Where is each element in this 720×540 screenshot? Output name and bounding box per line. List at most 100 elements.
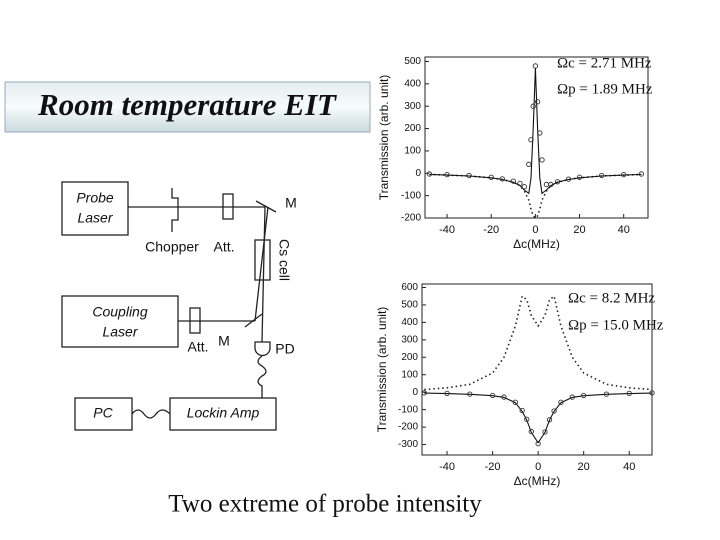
- data-point: [532, 63, 539, 69]
- coupling-beam: [254, 206, 269, 322]
- x-tick-label: 20: [573, 224, 585, 236]
- data-point: [530, 103, 536, 109]
- y-tick-label: 500: [401, 300, 418, 311]
- x-tick-label: 20: [578, 461, 590, 473]
- y-tick-label: -200: [401, 213, 421, 224]
- data-point: [598, 172, 605, 179]
- data-point: [638, 171, 645, 177]
- data-point: [535, 441, 541, 447]
- annotation: Ωc = 2.71 MHz: [557, 55, 652, 71]
- data-point: [519, 407, 525, 414]
- y-tick-label: 300: [404, 101, 421, 112]
- x-tick-label: 0: [535, 461, 541, 473]
- annotation: Ωp = 15.0 MHz: [568, 317, 664, 333]
- coupling-laser-label: Coupling: [92, 304, 147, 320]
- y-tick-label: 0: [412, 387, 418, 398]
- data-point: [526, 161, 532, 167]
- lockin-label: Lockin Amp: [187, 405, 260, 421]
- data-point: [558, 399, 564, 405]
- fit-curve: [424, 392, 653, 444]
- annotation: Ωp = 1.89 MHz: [557, 81, 653, 97]
- x-axis-label: Δc(MHz): [514, 474, 561, 488]
- data-point: [489, 392, 496, 399]
- data-point: [528, 428, 534, 435]
- y-tick-label: 0: [415, 168, 421, 179]
- data-point: [517, 180, 523, 186]
- data-point: [621, 171, 627, 178]
- data-point: [569, 394, 575, 400]
- data-point: [521, 184, 528, 190]
- att-label: Att.: [213, 239, 234, 255]
- x-tick-label: 0: [532, 224, 538, 236]
- data-point: [537, 130, 543, 136]
- data-point: [488, 174, 494, 180]
- data-point: [539, 157, 545, 163]
- caption: Two extreme of probe intensity: [168, 491, 482, 518]
- mirror: [255, 200, 277, 213]
- data-point: [524, 416, 530, 422]
- y-tick-label: 600: [401, 282, 418, 293]
- x-tick-label: -20: [483, 224, 499, 236]
- dotted-curve: [424, 294, 653, 391]
- y-tick-label: 100: [404, 146, 421, 157]
- data-point: [554, 179, 561, 185]
- data-point: [649, 390, 655, 396]
- mirror: [244, 313, 263, 328]
- data-point: [551, 408, 557, 414]
- x-axis-label: Δc(MHz): [513, 237, 560, 251]
- data-point: [512, 399, 519, 405]
- data-point: [444, 171, 450, 178]
- y-tick-label: -300: [398, 439, 418, 450]
- y-tick-label: 500: [404, 56, 421, 67]
- data-point: [510, 178, 516, 184]
- cell-label: Cs cell: [276, 239, 292, 281]
- x-tick-label: -40: [439, 461, 455, 473]
- data-point: [444, 390, 450, 397]
- data-point: [543, 181, 550, 188]
- y-tick-label: -200: [398, 422, 418, 433]
- y-axis-label: Transmission (arb. unit): [377, 75, 391, 201]
- probe-laser-label: Probe: [76, 190, 114, 206]
- probe-beam: [261, 206, 266, 343]
- probe-laser-label: Laser: [77, 210, 113, 226]
- y-tick-label: 100: [401, 369, 418, 380]
- data-point: [548, 181, 554, 188]
- x-tick-label: -20: [485, 461, 501, 473]
- y-tick-label: 200: [404, 123, 421, 134]
- cable: [131, 409, 171, 419]
- y-tick-label: -100: [401, 190, 421, 201]
- data-point: [542, 429, 548, 435]
- data-point: [626, 390, 632, 397]
- x-tick-label: 40: [623, 461, 635, 473]
- plot-frame: [424, 56, 649, 219]
- data-point: [603, 391, 610, 397]
- cs-cell: [254, 239, 271, 281]
- y-axis-label: Transmission (arb. unit): [375, 307, 389, 433]
- data-point: [499, 176, 505, 182]
- slide-title: Room temperature EIT: [37, 87, 337, 122]
- wire: [257, 355, 267, 398]
- y-tick-label: 400: [404, 78, 421, 89]
- photodiode: [254, 341, 271, 357]
- data-point: [467, 391, 473, 397]
- data-point: [421, 390, 427, 396]
- data-point: [546, 417, 553, 423]
- attenuator: [222, 193, 234, 220]
- y-tick-label: 200: [401, 352, 418, 363]
- plot-frame: [421, 283, 653, 456]
- x-tick-label: -40: [439, 224, 455, 236]
- y-tick-label: -100: [398, 404, 418, 415]
- att-label: Att.: [187, 339, 208, 355]
- data-point: [565, 176, 572, 182]
- data-point: [466, 172, 472, 179]
- title-box: [4, 81, 371, 133]
- probe-laser-box: [61, 181, 129, 236]
- chopper-label: Chopper: [145, 239, 199, 255]
- data-point: [581, 392, 587, 399]
- setup-diagram: Probe Laser Chopper Att. M Cs cell Coupl…: [61, 181, 297, 431]
- data-point: [528, 137, 534, 143]
- data-point: [576, 174, 583, 180]
- coupling-laser-label: Laser: [102, 324, 138, 340]
- data-point: [534, 99, 541, 105]
